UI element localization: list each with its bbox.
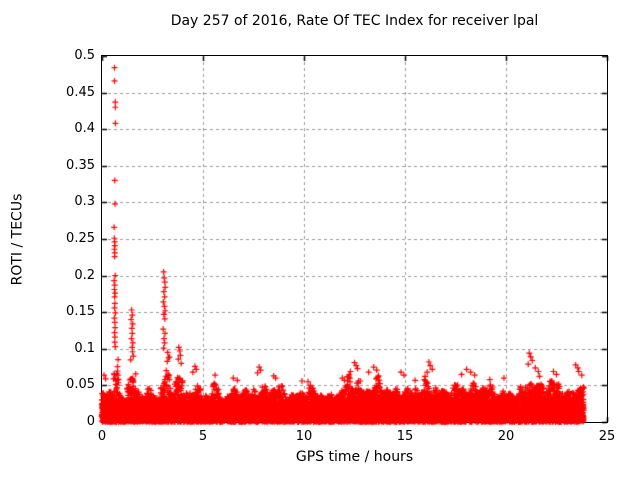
y-tick-label: 0 xyxy=(86,414,95,429)
y-tick-label: 0.5 xyxy=(74,48,95,63)
y-tick-label: 0.45 xyxy=(66,84,95,100)
y-tick-label: 0.05 xyxy=(66,377,95,393)
y-tick-label: 0.4 xyxy=(74,121,95,137)
chart-title: Day 257 of 2016, Rate Of TEC Index for r… xyxy=(170,13,539,29)
x-tick-label: 0 xyxy=(97,429,107,444)
y-tick-label: 0.2 xyxy=(74,267,95,283)
x-tick-label: 25 xyxy=(598,429,616,444)
x-tick-label: 5 xyxy=(198,429,208,444)
x-tick-label: 15 xyxy=(396,429,414,444)
plot-area xyxy=(92,46,619,434)
x-axis-label: GPS time / hours xyxy=(295,449,414,465)
y-tick-label: 0.15 xyxy=(66,304,95,320)
x-tick-label: 20 xyxy=(497,429,515,444)
y-tick-label: 0.35 xyxy=(66,157,95,173)
y-tick-label: 0.1 xyxy=(74,340,95,356)
y-tick-label: 0.25 xyxy=(66,231,95,246)
scatter-canvas xyxy=(92,46,619,434)
y-tick-label: 0.3 xyxy=(74,194,95,210)
x-tick-label: 10 xyxy=(295,429,313,444)
